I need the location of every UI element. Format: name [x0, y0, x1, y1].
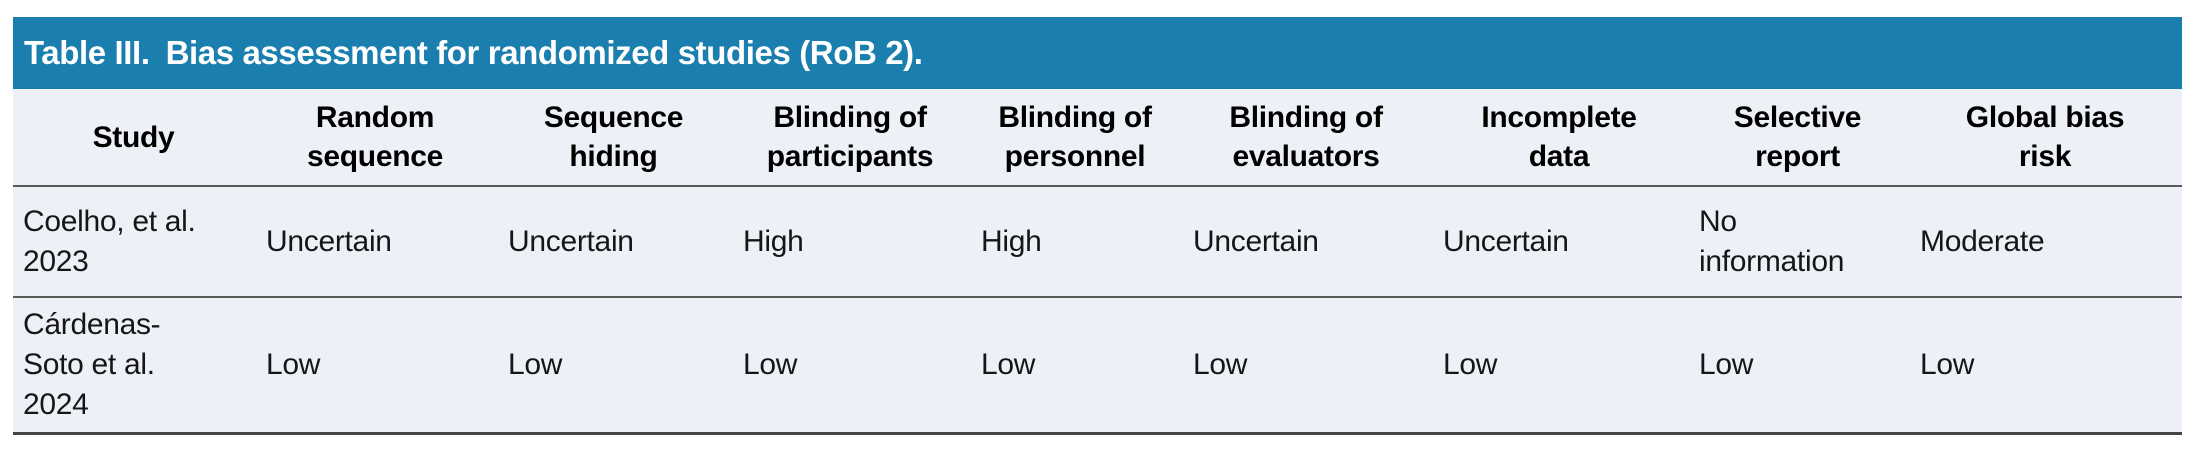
bias-value: Low — [1193, 347, 1248, 381]
table-row-cardenas-soto-2024: Cárdenas-Soto et al. 2024 Low Low Low Lo… — [13, 297, 2182, 435]
bias-value: Low — [266, 347, 321, 381]
column-header-blinding-evaluators: Blinding of evaluators — [1181, 89, 1431, 187]
cell-blinding-personnel: High — [969, 186, 1181, 298]
cell-incomplete-data: Low — [1431, 297, 1687, 435]
bias-assessment-table: Study Random sequence Sequence hiding Bl… — [13, 89, 2182, 435]
cell-blinding-participants: Low — [731, 297, 969, 435]
bias-value: Low — [1699, 347, 1754, 381]
table-row-coelho-2023: Coelho, et al. 2023 Uncertain Uncertain … — [13, 186, 2182, 298]
bias-value: No information — [1699, 204, 1845, 278]
cell-blinding-evaluators: Low — [1181, 297, 1431, 435]
column-header-selective-report: Selective report — [1687, 89, 1908, 187]
column-header-study: Study — [13, 89, 254, 187]
study-name: Cárdenas-Soto et al. 2024 — [23, 307, 161, 421]
bias-value: High — [743, 224, 804, 258]
column-header-sequence-hiding: Sequence hiding — [496, 89, 731, 187]
cell-incomplete-data: Uncertain — [1431, 186, 1687, 298]
table-title-bar: Table III. Bias assessment for randomize… — [13, 17, 2182, 89]
cell-random-sequence: Uncertain — [254, 186, 496, 298]
column-header-global-bias-risk: Global bias risk — [1908, 89, 2182, 187]
cell-selective-report: No information — [1687, 186, 1908, 298]
column-header-incomplete-data: Incomplete data — [1431, 89, 1687, 187]
bias-value: Low — [508, 347, 563, 381]
cell-selective-report: Low — [1687, 297, 1908, 435]
cell-blinding-personnel: Low — [969, 297, 1181, 435]
bias-value: Uncertain — [1443, 224, 1569, 258]
bias-value: Low — [1443, 347, 1498, 381]
cell-study: Cárdenas-Soto et al. 2024 — [13, 297, 254, 435]
bias-value: Uncertain — [266, 224, 392, 258]
table-caption: Bias assessment for randomized studies (… — [165, 34, 923, 71]
bias-value: Low — [1920, 347, 1975, 381]
header-row: Study Random sequence Sequence hiding Bl… — [13, 89, 2182, 187]
cell-study: Coelho, et al. 2023 — [13, 186, 254, 298]
cell-blinding-participants: High — [731, 186, 969, 298]
cell-blinding-evaluators: Uncertain — [1181, 186, 1431, 298]
bias-value: Moderate — [1920, 224, 2045, 258]
column-header-blinding-participants: Blinding of participants — [731, 89, 969, 187]
bias-value: Low — [743, 347, 798, 381]
cell-sequence-hiding: Low — [496, 297, 731, 435]
cell-global-bias-risk: Low — [1908, 297, 2182, 435]
bias-value: Uncertain — [1193, 224, 1319, 258]
table-figure: Table III. Bias assessment for randomize… — [13, 17, 2182, 435]
cell-global-bias-risk: Moderate — [1908, 186, 2182, 298]
cell-random-sequence: Low — [254, 297, 496, 435]
table-number-label: Table III. — [24, 34, 150, 71]
bias-value: High — [981, 224, 1042, 258]
column-header-blinding-personnel: Blinding of personnel — [969, 89, 1181, 187]
cell-sequence-hiding: Uncertain — [496, 186, 731, 298]
bias-value: Uncertain — [508, 224, 634, 258]
column-header-random-sequence: Random sequence — [254, 89, 496, 187]
study-name: Coelho, et al. 2023 — [23, 204, 196, 278]
bias-value: Low — [981, 347, 1036, 381]
